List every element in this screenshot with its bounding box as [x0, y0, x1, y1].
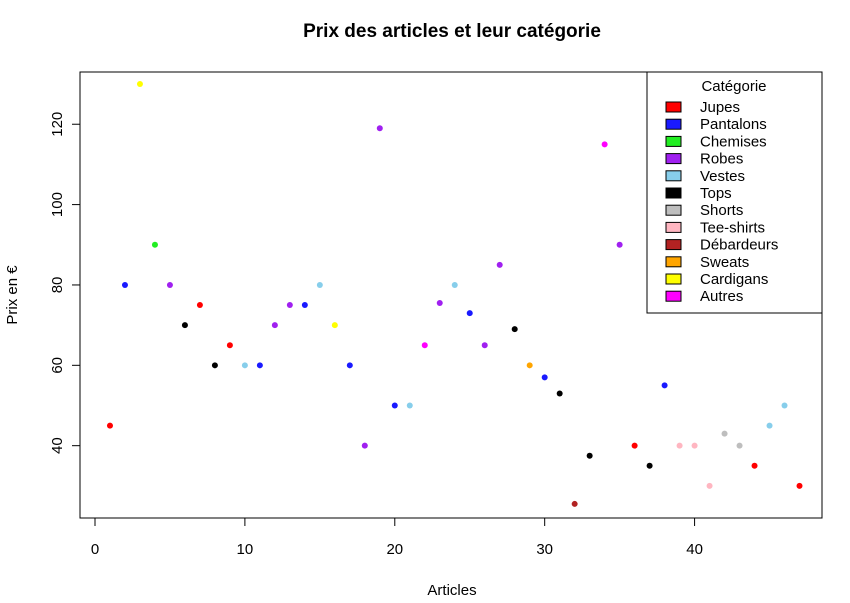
- chart-title: Prix des articles et leur catégorie: [303, 21, 601, 42]
- legend: Catégorie JupesPantalonsChemisesRobesVes…: [646, 71, 823, 314]
- data-point: [496, 261, 503, 268]
- data-point: [436, 300, 443, 307]
- legend-swatch: [665, 170, 682, 182]
- data-point: [256, 362, 263, 369]
- data-point: [106, 422, 113, 429]
- data-point: [241, 362, 248, 369]
- data-point: [466, 310, 473, 317]
- data-point: [481, 342, 488, 349]
- x-axis: 0 10 20 30 40: [91, 517, 703, 558]
- x-tick-label: 20: [386, 541, 403, 558]
- y-tick-label: 120: [49, 112, 66, 137]
- x-tick-label: 40: [686, 541, 703, 558]
- data-point: [346, 362, 353, 369]
- data-point: [736, 442, 743, 449]
- data-point: [586, 452, 593, 459]
- data-point: [556, 390, 563, 397]
- data-point: [631, 442, 638, 449]
- legend-entry-label: Chemises: [700, 133, 767, 150]
- data-point: [721, 430, 728, 437]
- legend-swatch: [665, 204, 682, 216]
- x-axis-label: Articles: [427, 582, 476, 599]
- data-points: [106, 81, 803, 507]
- data-point: [541, 374, 548, 381]
- data-point: [571, 500, 578, 507]
- data-point: [361, 442, 368, 449]
- data-point: [151, 241, 158, 248]
- y-axis-label: Prix en €: [4, 265, 21, 325]
- legend-swatch: [665, 221, 682, 233]
- data-point: [526, 362, 533, 369]
- legend-entry-label: Autres: [700, 288, 743, 305]
- legend-entry-label: Cardigans: [700, 271, 768, 288]
- data-point: [616, 241, 623, 248]
- y-tick-label: 100: [49, 192, 66, 217]
- data-point: [421, 342, 428, 349]
- y-tick-label: 60: [49, 357, 66, 374]
- data-point: [166, 281, 173, 288]
- legend-swatch: [665, 239, 682, 251]
- y-axis: 40 60 80 100 120: [49, 112, 81, 454]
- legend-swatch: [665, 153, 682, 165]
- data-point: [451, 281, 458, 288]
- data-point: [601, 141, 608, 148]
- data-point: [286, 302, 293, 309]
- data-point: [196, 302, 203, 309]
- data-point: [211, 362, 218, 369]
- legend-entry-label: Tee-shirts: [700, 219, 765, 236]
- legend-swatch: [665, 101, 682, 113]
- legend-entry-label: Vestes: [700, 168, 745, 185]
- data-point: [376, 125, 383, 132]
- data-point: [331, 322, 338, 329]
- x-tick-label: 0: [91, 541, 99, 558]
- legend-swatch: [665, 290, 682, 302]
- data-point: [766, 422, 773, 429]
- data-point: [751, 462, 758, 469]
- data-point: [181, 322, 188, 329]
- legend-entry-label: Robes: [700, 151, 743, 168]
- data-point: [691, 442, 698, 449]
- legend-swatch: [665, 135, 682, 147]
- data-point: [781, 402, 788, 409]
- data-point: [271, 322, 278, 329]
- legend-entry-label: Sweats: [700, 254, 749, 271]
- data-point: [136, 81, 143, 88]
- data-point: [301, 302, 308, 309]
- data-point: [226, 342, 233, 349]
- data-point: [121, 281, 128, 288]
- y-tick-label: 40: [49, 437, 66, 454]
- data-point: [511, 326, 518, 333]
- data-point: [676, 442, 683, 449]
- legend-entry-label: Tops: [700, 185, 732, 202]
- legend-entry-label: Débardeurs: [700, 237, 778, 254]
- data-point: [316, 281, 323, 288]
- data-point: [661, 382, 668, 389]
- legend-swatch: [665, 187, 682, 199]
- legend-swatch: [665, 273, 682, 285]
- legend-swatch: [665, 118, 682, 130]
- legend-entry-label: Jupes: [700, 99, 740, 116]
- data-point: [406, 402, 413, 409]
- data-point: [796, 482, 803, 489]
- x-tick-label: 10: [237, 541, 254, 558]
- legend-title: Catégorie: [701, 78, 766, 95]
- x-tick-label: 30: [536, 541, 553, 558]
- legend-swatch: [665, 256, 682, 268]
- data-point: [706, 482, 713, 489]
- data-point: [391, 402, 398, 409]
- y-tick-label: 80: [49, 277, 66, 294]
- legend-entry-label: Pantalons: [700, 116, 767, 133]
- legend-entry-label: Shorts: [700, 202, 743, 219]
- data-point: [646, 462, 653, 469]
